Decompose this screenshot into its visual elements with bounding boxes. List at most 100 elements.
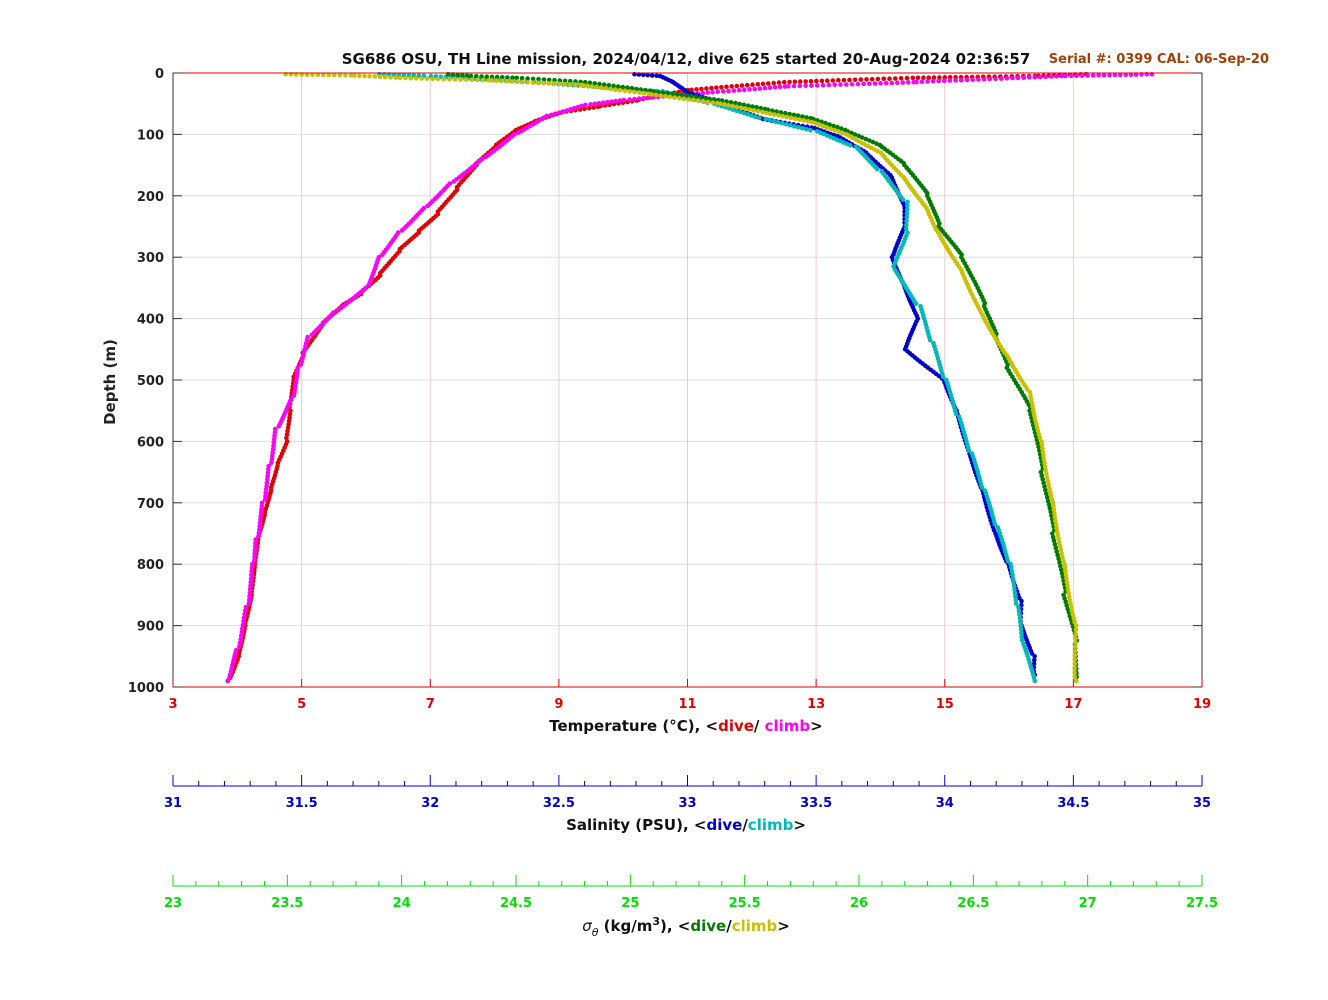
data-point bbox=[695, 98, 701, 103]
data-point bbox=[699, 86, 704, 92]
data-point bbox=[343, 73, 348, 78]
sigma-label-mid: (kg/m bbox=[598, 917, 652, 935]
data-point bbox=[863, 136, 869, 142]
data-point bbox=[403, 75, 408, 81]
data-point bbox=[1039, 439, 1044, 444]
data-point bbox=[298, 362, 304, 367]
data-point bbox=[646, 95, 651, 100]
data-point bbox=[372, 74, 378, 79]
data-point bbox=[636, 96, 642, 101]
data-point bbox=[1031, 411, 1037, 416]
data-point bbox=[541, 77, 547, 82]
data-point bbox=[541, 80, 546, 86]
data-point bbox=[804, 115, 809, 120]
data-point bbox=[1043, 468, 1048, 473]
salinity-axis-label: Salinity (PSU), <dive/climb> bbox=[566, 816, 806, 834]
depth-tick-label: 200 bbox=[137, 190, 164, 205]
temperature-label-climb: climb bbox=[765, 717, 811, 735]
data-point bbox=[625, 85, 630, 90]
data-point bbox=[504, 78, 510, 84]
data-point bbox=[734, 108, 739, 114]
data-point bbox=[927, 337, 933, 343]
data-point bbox=[1073, 640, 1078, 645]
data-point bbox=[1056, 540, 1062, 545]
data-point bbox=[240, 626, 245, 631]
sigma-tick-label: 23 bbox=[164, 896, 182, 911]
temperature-tick-label: 13 bbox=[807, 697, 825, 712]
data-point bbox=[424, 76, 430, 81]
data-point bbox=[1059, 551, 1064, 556]
data-point bbox=[1037, 435, 1043, 441]
data-point bbox=[801, 118, 807, 123]
data-point bbox=[615, 84, 621, 89]
data-point bbox=[397, 75, 403, 81]
data-point bbox=[627, 89, 632, 94]
data-point bbox=[1012, 590, 1018, 596]
data-point bbox=[998, 76, 1004, 81]
data-point bbox=[947, 75, 953, 80]
data-point bbox=[1048, 493, 1054, 498]
data-point bbox=[1013, 601, 1019, 606]
data-point bbox=[809, 83, 814, 88]
data-point bbox=[240, 622, 246, 628]
data-point bbox=[1052, 514, 1058, 520]
depth-tick-label: 700 bbox=[137, 497, 164, 512]
data-point bbox=[286, 418, 292, 424]
sigma-tick-label: 25.5 bbox=[729, 896, 761, 911]
salinity-label-separator: / bbox=[742, 816, 748, 834]
series-sig-dive bbox=[445, 71, 1080, 684]
data-point bbox=[552, 77, 557, 83]
data-point bbox=[797, 83, 803, 89]
data-point bbox=[734, 83, 740, 89]
data-point bbox=[787, 111, 792, 117]
data-point bbox=[1118, 72, 1123, 78]
data-point bbox=[649, 73, 655, 78]
data-point bbox=[754, 105, 759, 110]
data-point bbox=[903, 226, 909, 232]
data-point bbox=[782, 84, 788, 89]
data-point bbox=[728, 100, 734, 105]
data-point bbox=[263, 493, 268, 499]
data-point bbox=[749, 113, 754, 118]
data-point bbox=[814, 78, 819, 84]
data-point bbox=[1048, 74, 1054, 79]
data-point bbox=[780, 114, 785, 119]
data-point bbox=[738, 109, 743, 115]
data-point bbox=[458, 77, 463, 82]
data-point bbox=[380, 252, 385, 257]
data-point bbox=[632, 96, 637, 102]
data-point bbox=[813, 121, 818, 126]
data-point bbox=[788, 115, 794, 121]
data-point bbox=[675, 92, 680, 97]
data-point bbox=[808, 79, 814, 84]
data-point bbox=[479, 74, 484, 79]
data-point bbox=[700, 98, 706, 104]
data-point bbox=[826, 82, 832, 88]
data-point bbox=[993, 76, 998, 82]
data-point bbox=[242, 608, 248, 614]
data-point bbox=[743, 106, 748, 111]
data-point bbox=[672, 95, 677, 100]
data-point bbox=[1039, 473, 1045, 479]
data-point bbox=[287, 415, 292, 420]
data-point bbox=[265, 473, 270, 479]
data-point bbox=[641, 72, 646, 78]
data-point bbox=[514, 79, 520, 84]
salinity-tick-label: 35 bbox=[1193, 796, 1211, 811]
data-point bbox=[1072, 670, 1077, 675]
data-point bbox=[870, 139, 876, 145]
data-point bbox=[247, 594, 252, 599]
data-point bbox=[1042, 460, 1047, 466]
data-point bbox=[589, 84, 595, 89]
data-point bbox=[875, 76, 881, 82]
data-point bbox=[715, 89, 721, 95]
data-point bbox=[1017, 612, 1022, 617]
data-point bbox=[475, 77, 480, 83]
data-point bbox=[1049, 496, 1055, 502]
data-point bbox=[1009, 569, 1015, 574]
data-point bbox=[1067, 598, 1073, 603]
data-point bbox=[352, 73, 357, 78]
data-point bbox=[904, 207, 910, 212]
data-point bbox=[1072, 644, 1078, 650]
data-point bbox=[737, 101, 742, 107]
